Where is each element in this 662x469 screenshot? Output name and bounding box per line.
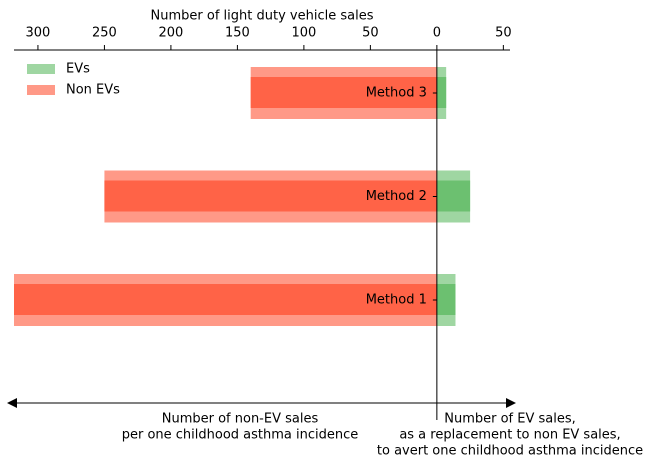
legend-swatch: [27, 85, 55, 95]
bar: [250, 77, 437, 108]
y-tick-label: Method 2: [366, 189, 427, 204]
x-tick-label: 250: [92, 26, 117, 41]
x-tick-label: 50: [362, 26, 379, 41]
x-tick-label: 0: [433, 26, 441, 41]
bar: [436, 77, 447, 108]
x-tick-label: 150: [225, 26, 250, 41]
annotation: Number of non-EV sales: [162, 412, 319, 427]
legend-label: Non EVs: [66, 83, 120, 98]
legend-swatch: [27, 64, 55, 74]
x-tick-label: 300: [26, 26, 51, 41]
annotation: per one childhood asthma incidence: [122, 428, 359, 443]
x-tick-label: 100: [291, 26, 316, 41]
annotation: to avert one childhood asthma incidence: [377, 444, 643, 459]
bar: [104, 180, 437, 212]
bar: [436, 284, 456, 315]
x-axis-title: Number of light duty vehicle sales: [151, 9, 374, 24]
y-tick-label: Method 1: [366, 293, 427, 308]
bar: [436, 180, 471, 212]
y-tick-label: Method 3: [366, 86, 427, 101]
bar: [14, 284, 437, 315]
annotation: Number of EV sales,: [444, 412, 576, 427]
x-tick-label: 50: [495, 26, 512, 41]
legend-label: EVs: [66, 62, 90, 77]
x-tick-label: 200: [158, 26, 183, 41]
annotation: as a replacement to non EV sales,: [399, 428, 620, 443]
